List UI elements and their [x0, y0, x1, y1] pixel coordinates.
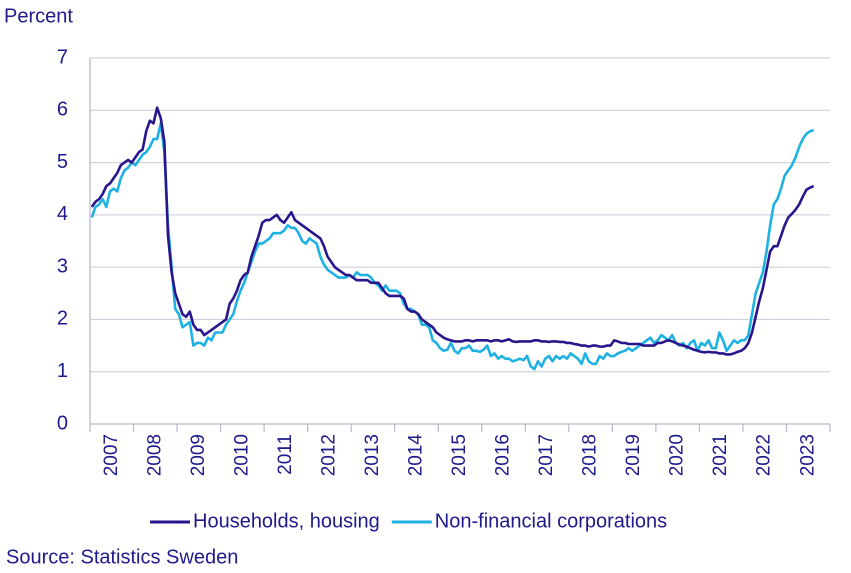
x-tick-label: 2023	[797, 434, 818, 476]
y-tick-label: 2	[57, 308, 68, 330]
legend-label: Non-financial corporations	[435, 510, 667, 532]
data-line	[90, 122, 815, 371]
y-tick-label: 0	[57, 412, 68, 434]
x-tick-label: 2020	[667, 434, 688, 476]
x-tick-label: 2011	[275, 434, 296, 475]
y-tick-label: 3	[57, 255, 68, 277]
x-tick-label: 2010	[231, 434, 252, 476]
legend-label: Households, housing	[193, 510, 380, 532]
source-note: Source: Statistics Sweden	[6, 546, 238, 568]
x-tick-label: 2008	[144, 434, 165, 476]
y-tick-label: 1	[57, 360, 68, 382]
x-tick-label: 2013	[362, 434, 383, 476]
x-tick-label: 2014	[405, 434, 426, 477]
y-tick-label: 4	[57, 203, 68, 225]
x-tick-label: 2017	[536, 434, 557, 476]
x-tick-label: 2019	[623, 434, 644, 476]
x-tick-label: 2015	[449, 434, 470, 476]
y-axis-title: Percent	[4, 5, 73, 27]
x-tick-label: 2009	[188, 434, 209, 476]
y-tick-label: 5	[57, 151, 68, 173]
y-tick-label: 7	[57, 46, 68, 68]
y-tick-label: 6	[57, 99, 68, 121]
x-tick-label: 2022	[754, 434, 775, 476]
x-tick-label: 2021	[710, 434, 731, 476]
x-tick-label: 2012	[318, 434, 339, 476]
x-tick-label: 2016	[493, 434, 514, 476]
x-tick-label: 2007	[101, 434, 122, 476]
data-line	[90, 106, 815, 356]
x-tick-label: 2018	[580, 434, 601, 476]
